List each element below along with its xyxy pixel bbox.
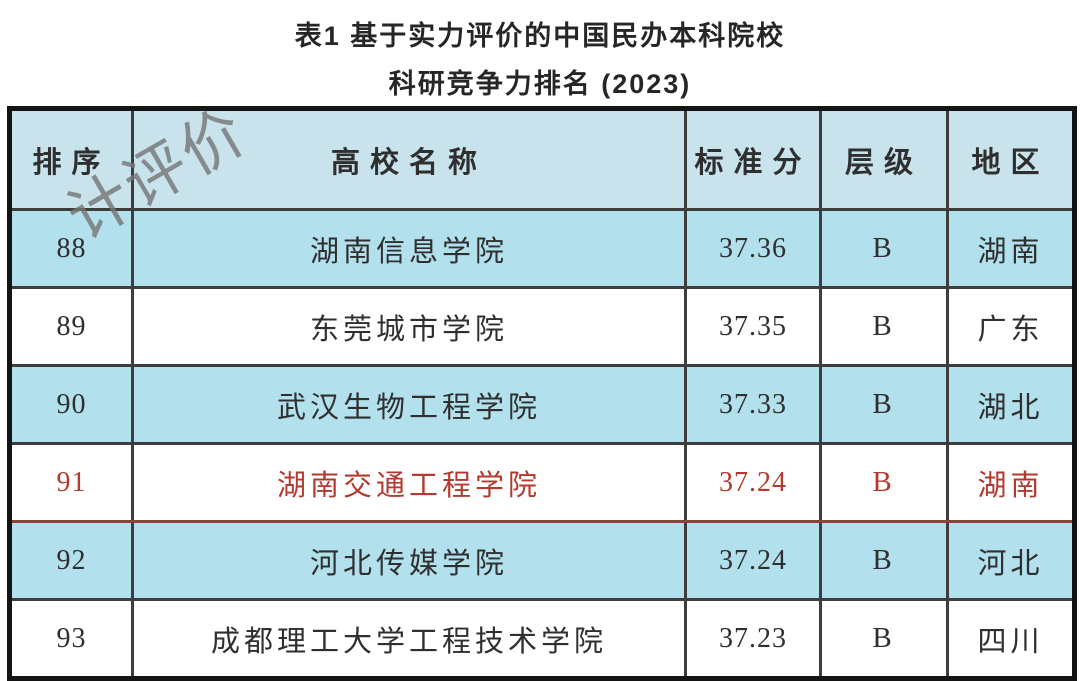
table-row: 88 湖南信息学院 37.36 B 湖南 [8, 208, 1076, 289]
rank-cell: 90 [8, 364, 134, 445]
university-name-cell: 湖南交通工程学院 [131, 442, 687, 523]
level-cell: B [819, 442, 949, 523]
score-cell: 37.23 [684, 598, 822, 680]
header-row: 排序 高校名称 标准分 层级 地区 [8, 107, 1076, 211]
university-name-cell: 成都理工大学工程技术学院 [131, 598, 687, 680]
region-cell: 广东 [946, 286, 1076, 367]
table-row: 93 成都理工大学工程技术学院 37.23 B 四川 [8, 598, 1076, 680]
university-name-cell: 武汉生物工程学院 [131, 364, 687, 445]
column-header-level: 层级 [819, 107, 949, 211]
university-name-cell: 东莞城市学院 [131, 286, 687, 367]
level-cell: B [819, 208, 949, 289]
region-cell: 湖南 [946, 442, 1076, 523]
level-cell: B [819, 598, 949, 680]
table-row: 90 武汉生物工程学院 37.33 B 湖北 [8, 364, 1076, 445]
rank-cell: 89 [8, 286, 134, 367]
university-name-cell: 河北传媒学院 [131, 520, 687, 601]
table-caption-line1: 表1 基于实力评价的中国民办本科院校 [294, 21, 786, 51]
region-cell: 四川 [946, 598, 1076, 680]
score-cell: 37.35 [684, 286, 822, 367]
table-caption: 表1 基于实力评价的中国民办本科院校 科研竞争力排名 (2023) [0, 20, 1080, 100]
level-cell: B [819, 364, 949, 445]
table-row: 89 东莞城市学院 37.35 B 广东 [8, 286, 1076, 367]
score-cell: 37.24 [684, 442, 822, 523]
ranking-table-wrap: 排序 高校名称 标准分 层级 地区 88 湖南信息学院 37.36 B 湖南 8… [7, 96, 1077, 681]
region-cell: 湖北 [946, 364, 1076, 445]
table-caption-line2: 科研竞争力排名 (2023) [388, 69, 692, 99]
level-cell: B [819, 520, 949, 601]
region-cell: 湖南 [946, 208, 1076, 289]
ranking-table: 排序 高校名称 标准分 层级 地区 88 湖南信息学院 37.36 B 湖南 8… [7, 106, 1077, 681]
table-row: 91 湖南交通工程学院 37.24 B 湖南 [8, 442, 1076, 523]
column-header-rank: 排序 [8, 107, 134, 211]
column-header-region: 地区 [946, 107, 1076, 211]
score-cell: 37.24 [684, 520, 822, 601]
score-cell: 37.33 [684, 364, 822, 445]
region-cell: 河北 [946, 520, 1076, 601]
rank-cell: 93 [8, 598, 134, 680]
rank-cell: 88 [8, 208, 134, 289]
column-header-score: 标准分 [684, 107, 822, 211]
column-header-name: 高校名称 [131, 107, 687, 211]
level-cell: B [819, 286, 949, 367]
university-name-cell: 湖南信息学院 [131, 208, 687, 289]
score-cell: 37.36 [684, 208, 822, 289]
rank-cell: 92 [8, 520, 134, 601]
rank-cell: 91 [8, 442, 134, 523]
table-row: 92 河北传媒学院 37.24 B 河北 [8, 520, 1076, 601]
